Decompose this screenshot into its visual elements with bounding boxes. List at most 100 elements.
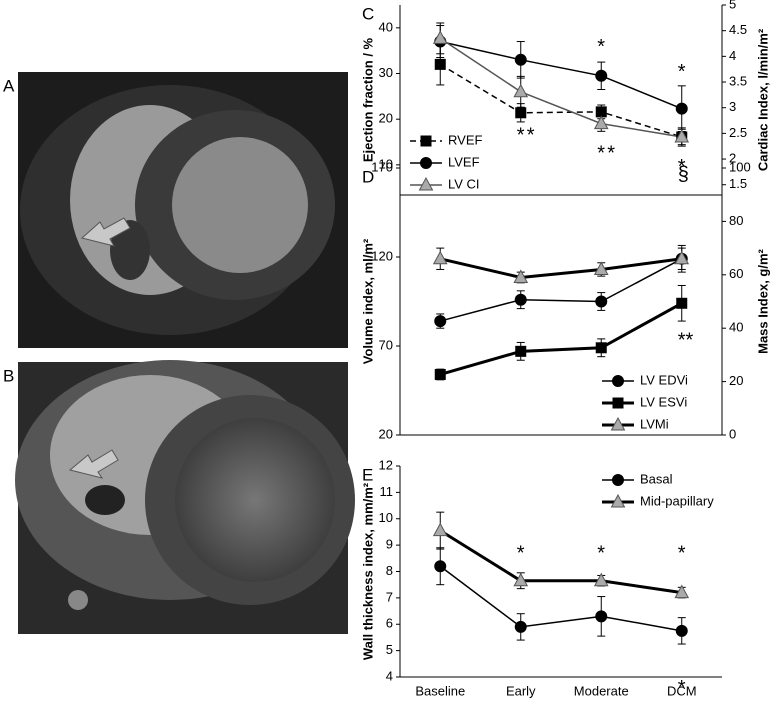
marker (432, 250, 448, 265)
x-tick-label: Baseline (415, 683, 465, 698)
y-tick-label: 70 (379, 337, 393, 352)
marker (674, 250, 690, 265)
annotation: * (597, 143, 605, 165)
marker (674, 584, 690, 599)
series-line (439, 63, 682, 138)
legend-marker (610, 416, 626, 431)
x-tick-label: Early (506, 683, 536, 698)
marker (595, 295, 608, 308)
marker (514, 53, 527, 66)
marker (593, 261, 609, 275)
legend-marker (612, 397, 624, 409)
legend-label: LVEF (448, 154, 480, 169)
series-line (439, 37, 682, 138)
y2-tick-label: 3 (729, 99, 736, 114)
annotation: * (597, 36, 605, 58)
marker (675, 102, 688, 115)
panel-label: E (362, 465, 373, 484)
legend-marker (420, 157, 432, 169)
y-tick-label: 5 (386, 642, 393, 657)
y-tick-label: 7 (386, 589, 393, 604)
series-line (439, 529, 682, 595)
y-tick-label: 30 (379, 65, 393, 80)
marker (595, 342, 607, 354)
y-tick-label: 120 (371, 248, 393, 263)
y2-tick-label: 0 (729, 426, 736, 441)
y2-tick-label: 4 (729, 48, 736, 63)
annotation: ** (678, 329, 694, 351)
y-tick-label: 10 (379, 510, 393, 525)
panel-label: C (362, 4, 374, 23)
y-tick-label: 170 (371, 159, 393, 174)
marker (515, 107, 527, 119)
mri-image-a (18, 72, 348, 348)
series-line (439, 301, 683, 376)
marker (674, 128, 690, 143)
marker (434, 315, 447, 328)
panel-label: D (362, 167, 374, 186)
y2-tick-label: 2 (729, 150, 736, 165)
series-line (440, 258, 683, 322)
legend-marker (612, 474, 624, 486)
marker (595, 69, 608, 82)
panel-label: B (3, 366, 14, 385)
y2-tick-label: 100 (729, 159, 751, 174)
y2-tick-label: 80 (729, 213, 743, 228)
legend-label: LV ESVi (640, 394, 687, 409)
y2-tick-label: 1.5 (729, 176, 747, 191)
y-tick-label: 9 (386, 537, 393, 552)
y-axis-title: Ejection fraction / % (360, 37, 375, 162)
y2-tick-label: 4.5 (729, 22, 747, 37)
y-axis-title: Volume index, ml/m² (360, 238, 375, 364)
marker (595, 610, 608, 623)
y-tick-label: 6 (386, 616, 393, 631)
panel-label: A (3, 76, 15, 95)
marker (434, 368, 446, 380)
y2-tick-label: 60 (729, 266, 743, 281)
y2-axis-title: Mass Index, g/m² (755, 248, 770, 353)
series-line (439, 257, 682, 279)
y-axis-title: Wall thickness index, mm/m² (360, 482, 375, 660)
x-tick-label: DCM (667, 683, 697, 698)
annotation: * (607, 143, 615, 165)
marker (595, 106, 607, 118)
y-tick-label: 12 (379, 457, 393, 472)
marker (515, 345, 527, 357)
y-tick-label: 11 (380, 484, 394, 499)
annotation: * (517, 124, 525, 146)
legend-label: Mid-papillary (640, 493, 714, 508)
marker (593, 572, 609, 587)
marker (434, 560, 447, 573)
y-tick-label: 10 (379, 156, 393, 171)
y-tick-label: 40 (379, 19, 393, 34)
marker (432, 522, 448, 537)
marker (514, 293, 527, 306)
x-tick-label: Moderate (574, 683, 629, 698)
legend-label: LV EDVi (640, 372, 688, 387)
legend-label: RVEF (448, 132, 482, 147)
y-tick-label: 4 (386, 668, 393, 683)
annotation: * (678, 543, 686, 565)
y-tick-label: 20 (379, 111, 393, 126)
marker (432, 30, 448, 44)
series-line (439, 565, 682, 632)
annotation: * (678, 61, 686, 83)
y2-axis-title: Cardiac Index, l/min/m² (755, 28, 770, 171)
marker (434, 58, 446, 70)
legend-marker (610, 493, 626, 508)
y2-tick-label: 5 (729, 0, 736, 11)
marker (513, 83, 529, 98)
y-tick-label: 8 (386, 563, 393, 578)
annotation: * (517, 543, 525, 565)
marker (513, 269, 529, 283)
marker (676, 297, 688, 309)
annotation: * (527, 124, 535, 146)
annotation: * (678, 156, 686, 178)
legend-marker (612, 375, 624, 387)
marker (675, 624, 688, 637)
y-tick-label: 20 (379, 426, 393, 441)
y2-tick-label: 40 (729, 320, 743, 335)
annotation: § (678, 164, 689, 186)
